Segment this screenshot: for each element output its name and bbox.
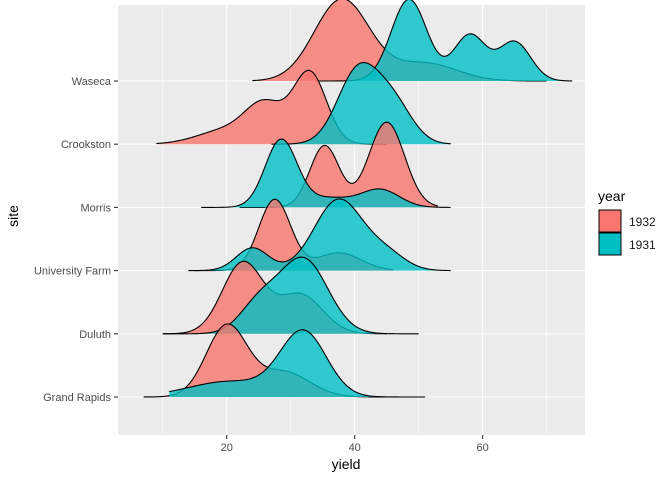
y-tick-label: University Farm <box>34 266 111 278</box>
y-tick-label: Duluth <box>79 329 111 341</box>
density-outline-duluth-1931 <box>162 256 419 335</box>
density-university-farm-1931 <box>188 198 451 271</box>
density-outline-crookston-1931 <box>271 61 451 145</box>
axis-layer: 20 40 60 Grand Rapids Duluth University Farm M… <box>34 76 489 454</box>
density-waseca-1932 <box>252 0 547 81</box>
legend-label-1931: 1931 <box>629 238 656 252</box>
legend-title: year <box>598 188 626 204</box>
legend-item-1932: 1932 <box>598 209 656 233</box>
y-tick-label: Morris <box>80 202 111 214</box>
density-grand-rapids-1932 <box>143 323 400 397</box>
density-outline-grand-rapids-1931 <box>169 329 426 398</box>
legend: year 1932 1931 <box>598 188 656 256</box>
density-waseca-1931 <box>316 0 573 81</box>
y-tick-label: Waseca <box>72 76 112 88</box>
y-axis-title: site <box>5 205 21 227</box>
legend-item-1931: 1931 <box>598 232 656 256</box>
density-duluth-1931 <box>162 257 419 334</box>
density-outline-university-farm-1931 <box>188 198 451 272</box>
legend-key-1931 <box>598 232 622 256</box>
density-morris-1932 <box>239 122 438 208</box>
x-tick-label: 40 <box>349 442 361 454</box>
density-crookston-1931 <box>271 62 451 145</box>
y-tick-label: Crookston <box>61 139 111 151</box>
x-tick-label: 60 <box>477 442 489 454</box>
y-tick-label: Grand Rapids <box>43 392 111 404</box>
density-morris-1931 <box>201 139 451 208</box>
legend-key-1932 <box>598 209 622 233</box>
density-outline-morris-1931 <box>201 138 451 208</box>
x-axis-title: yield <box>332 456 361 472</box>
legend-label-1932: 1932 <box>629 215 656 229</box>
density-layer <box>143 0 573 398</box>
density-grand-rapids-1931 <box>169 329 426 397</box>
x-tick-label: 20 <box>221 442 233 454</box>
